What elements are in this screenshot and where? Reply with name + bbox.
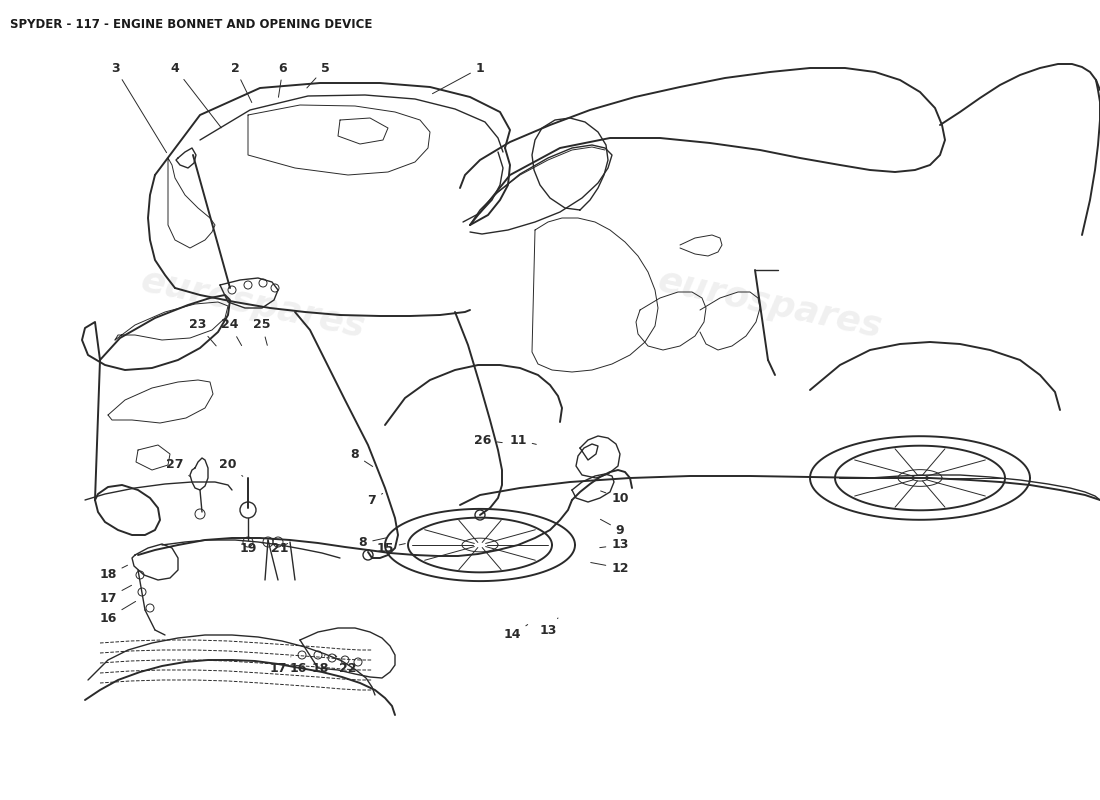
Text: 27: 27	[166, 458, 190, 476]
Text: 5: 5	[307, 62, 329, 88]
Text: 8: 8	[359, 537, 387, 550]
Text: 24: 24	[221, 318, 242, 346]
Text: 13: 13	[600, 538, 629, 551]
Text: 9: 9	[601, 519, 625, 537]
Text: 13: 13	[539, 618, 558, 637]
Text: 16: 16	[289, 657, 311, 674]
Text: 10: 10	[601, 491, 629, 505]
Text: eurospares: eurospares	[654, 264, 886, 344]
Text: eurospares: eurospares	[138, 264, 368, 344]
Text: 18: 18	[311, 655, 329, 674]
Text: 25: 25	[253, 318, 271, 346]
Text: 15: 15	[376, 542, 405, 554]
Text: 1: 1	[432, 62, 484, 94]
Text: 17: 17	[99, 586, 132, 605]
Text: 7: 7	[367, 494, 383, 506]
Text: 3: 3	[111, 62, 166, 153]
Text: 11: 11	[509, 434, 537, 446]
Text: 18: 18	[99, 566, 128, 582]
Text: 12: 12	[591, 562, 629, 574]
Text: SPYDER - 117 - ENGINE BONNET AND OPENING DEVICE: SPYDER - 117 - ENGINE BONNET AND OPENING…	[10, 18, 373, 31]
Text: 19: 19	[240, 542, 263, 554]
Text: 14: 14	[504, 625, 528, 642]
Text: 8: 8	[351, 449, 373, 466]
Text: 6: 6	[278, 62, 287, 98]
Text: 16: 16	[99, 602, 135, 625]
Text: 2: 2	[231, 62, 252, 102]
Text: 22: 22	[336, 655, 356, 674]
Text: 4: 4	[170, 62, 221, 128]
Text: 17: 17	[270, 657, 290, 674]
Text: 21: 21	[272, 542, 288, 554]
Text: 20: 20	[219, 458, 243, 476]
Text: 23: 23	[189, 318, 217, 346]
Text: 26: 26	[474, 434, 503, 446]
